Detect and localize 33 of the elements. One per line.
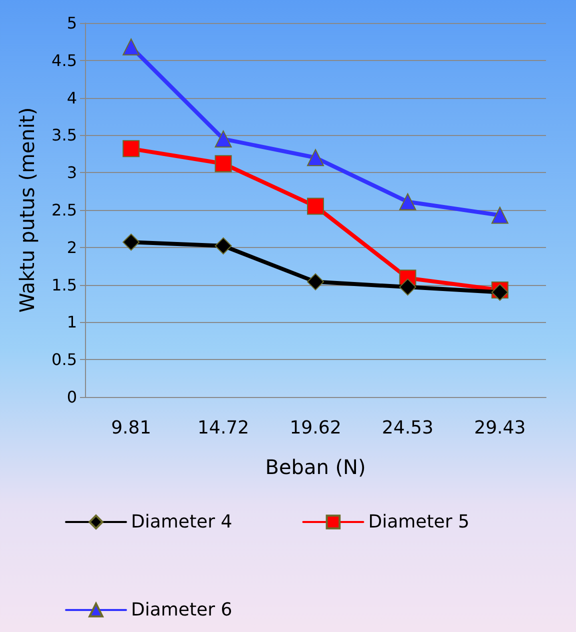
y-tick-label: 1.5 [52, 275, 77, 294]
y-tick-label: 4 [66, 88, 77, 108]
legend-label: Diameter 6 [131, 600, 232, 620]
point [307, 198, 324, 215]
y-tick-label: 2 [66, 238, 77, 257]
y-axis-title: Waktu putus (menit) [15, 107, 39, 313]
point [399, 193, 416, 210]
y-tick-label: 5 [66, 14, 77, 32]
point [491, 206, 508, 224]
y-tick-label: 2.5 [52, 200, 77, 220]
x-tick-label: 19.62 [290, 418, 342, 438]
legend-label: Diameter 4 [131, 512, 232, 532]
point [307, 273, 324, 290]
x-axis-title: Beban (N) [265, 455, 366, 479]
point [214, 237, 232, 254]
x-tick-label: 9.81 [111, 418, 152, 438]
y-tick-label: 3.5 [52, 126, 77, 145]
point [122, 140, 140, 158]
point [307, 149, 324, 166]
point [399, 278, 416, 296]
point [122, 38, 140, 56]
point [214, 155, 232, 172]
x-tick-label: 29.43 [474, 418, 526, 438]
x-tick-label: 14.72 [198, 418, 250, 438]
point [122, 234, 140, 251]
y-tick-label: 4.5 [52, 50, 77, 70]
y-tick-label: 0.5 [52, 350, 77, 370]
y-tick-label: 0 [66, 388, 77, 406]
y-tick-label: 3 [66, 163, 77, 182]
x-tick-label: 24.53 [382, 418, 434, 438]
legend-label: Diameter 5 [368, 512, 470, 532]
point [214, 130, 232, 148]
y-tick-label: 1 [66, 312, 77, 332]
